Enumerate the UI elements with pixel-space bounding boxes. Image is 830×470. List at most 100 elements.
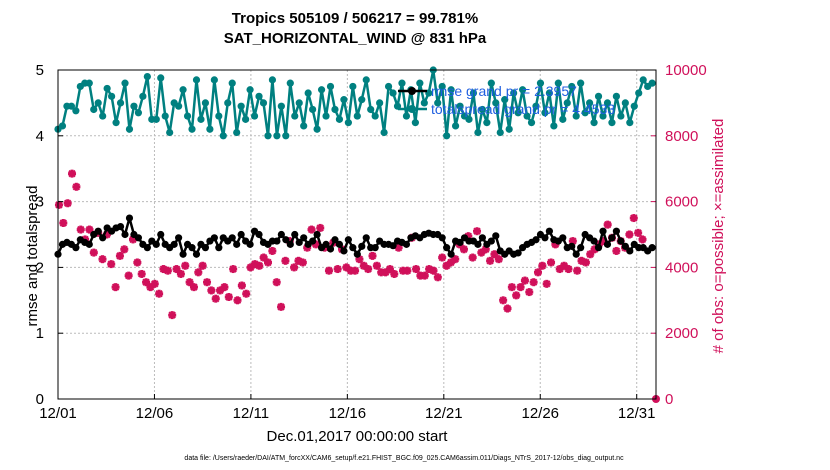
totalspread-point [331, 105, 339, 114]
obs-assimilated-marker [150, 279, 159, 288]
obs-cross-d2 [225, 293, 233, 301]
rmse-point [175, 234, 183, 242]
totalspread-point [572, 112, 580, 120]
rmse-point [273, 237, 281, 245]
obs-assimilated-marker [63, 199, 72, 208]
obs-cross-d2 [560, 262, 568, 270]
rmse-point [648, 244, 656, 252]
rmse-point [121, 230, 129, 239]
obs-assimilated-marker [211, 294, 220, 303]
obs-cross-d2 [386, 265, 394, 273]
y-tick-label: 3 [36, 194, 44, 211]
x-tick-label: 12/11 [233, 405, 269, 422]
totalspread-point [166, 128, 174, 137]
totalspread-point [304, 89, 312, 97]
totalspread-point [215, 112, 223, 120]
obs-assimilated-marker [533, 268, 542, 277]
obs-assimilated-marker [438, 253, 447, 262]
totalspread-point [300, 122, 308, 130]
totalspread-point [487, 79, 495, 87]
totalspread-point [621, 99, 629, 107]
obs-assimilated-marker [194, 268, 203, 277]
rmse-point [215, 244, 223, 252]
totalspread-point [233, 128, 241, 137]
rmse-point [362, 234, 370, 242]
totalspread-point [420, 99, 428, 107]
totalspread-point [469, 89, 478, 97]
totalspread-point [639, 76, 647, 84]
totalspread-point [90, 105, 98, 114]
rmse-point [568, 242, 576, 250]
rmse-point [179, 250, 187, 258]
rmse-point [590, 237, 598, 245]
totalspread-point [130, 102, 138, 110]
obs-assimilated-marker [634, 228, 643, 237]
totalspread-point [121, 79, 129, 87]
y-tick-label: 0 [36, 391, 44, 408]
obs-cross-d2 [55, 201, 63, 209]
obs-cross-d2 [181, 262, 189, 270]
obs-assimilated-marker [207, 286, 216, 295]
obs-cross-d2 [168, 311, 176, 319]
rmse-point [353, 250, 361, 258]
obs-assimilated-marker [494, 255, 503, 264]
obs-cross-d2 [486, 257, 494, 265]
obs-assimilated-marker [612, 246, 621, 255]
obs-assimilated-marker [372, 261, 381, 270]
rmse-point [541, 234, 549, 242]
totalspread-point [112, 119, 120, 127]
y-tick-label: 1 [36, 325, 44, 342]
obs-cross-d2 [90, 248, 98, 257]
obs-cross-d2 [290, 263, 298, 272]
totalspread-point [246, 86, 254, 94]
obs-assimilated-marker [499, 296, 508, 305]
totalspread-point [317, 86, 326, 94]
obs-cross-d2 [264, 258, 272, 267]
totalspread-point [197, 115, 205, 123]
totalspread-point [447, 86, 455, 94]
obs-cross-d2 [547, 258, 555, 267]
obs-cross-d2 [521, 276, 529, 285]
obs-cross-d2 [185, 278, 194, 286]
rmse-point [170, 240, 178, 248]
obs-assimilated-marker [420, 271, 429, 280]
totalspread-point [72, 107, 80, 115]
totalspread-point [264, 132, 272, 140]
totalspread-point [398, 79, 406, 87]
obs-cross-d2 [255, 262, 263, 270]
rmse-point [309, 237, 317, 245]
chart-subtitle: SAT_HORIZONTAL_WIND @ 831 hPa [224, 30, 487, 47]
obs-cross-d2 [325, 266, 333, 275]
obs-assimilated-marker [272, 278, 281, 287]
totalspread-point [134, 109, 143, 117]
totalspread-point [367, 105, 375, 114]
obs-assimilated-marker [259, 253, 268, 262]
totalspread-point [242, 115, 250, 123]
obs-cross-d2 [342, 263, 351, 272]
rmse-point [474, 240, 482, 248]
obs-cross-d2 [438, 253, 446, 262]
rmse-point [577, 244, 585, 252]
totalspread-point [545, 89, 553, 97]
obs-cross-d2 [177, 270, 185, 278]
totalspread-point [125, 125, 134, 133]
obs-cross-d2 [333, 265, 342, 273]
y-tick-label: 5 [36, 62, 44, 79]
obs-assimilated-marker [473, 227, 482, 236]
rmse-point [255, 230, 263, 239]
obs-cross-d2 [207, 286, 216, 295]
totalspread-point [376, 99, 384, 107]
obs-cross-d2 [116, 252, 124, 260]
obs-cross-d2 [564, 265, 573, 273]
totalspread-point [443, 132, 451, 140]
totalspread-point [505, 125, 513, 133]
totalspread-point [237, 102, 245, 110]
obs-cross-d2 [351, 266, 359, 275]
obs-cross-d2 [137, 270, 146, 278]
totalspread-point [175, 102, 183, 110]
totalspread-point [295, 99, 303, 107]
obs-cross-d2 [229, 265, 237, 273]
obs-cross-d2 [77, 225, 85, 234]
totalspread-point [599, 112, 607, 120]
totalspread-point [116, 99, 125, 107]
